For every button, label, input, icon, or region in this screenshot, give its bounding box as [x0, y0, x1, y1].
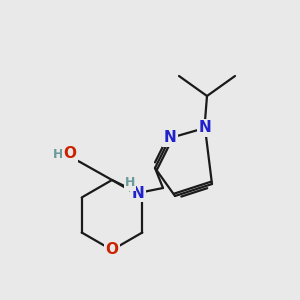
Text: N: N — [132, 185, 144, 200]
Text: O: O — [64, 146, 76, 161]
Text: N: N — [199, 121, 212, 136]
Text: H: H — [53, 148, 63, 160]
Text: O: O — [106, 242, 118, 257]
Text: H: H — [125, 176, 135, 190]
Text: N: N — [164, 130, 176, 146]
